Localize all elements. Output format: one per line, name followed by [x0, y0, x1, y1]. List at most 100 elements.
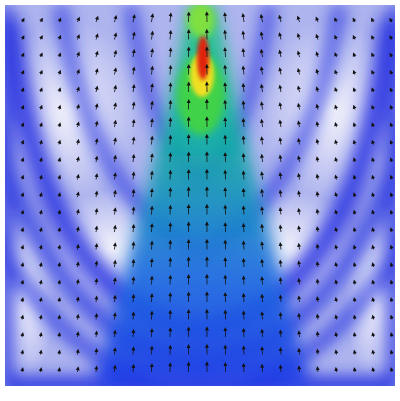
- arrow: [296, 15, 301, 23]
- arrow: [241, 47, 246, 58]
- arrow: [389, 70, 394, 75]
- arrow: [260, 223, 265, 233]
- arrow: [389, 35, 394, 40]
- arrow: [315, 121, 320, 128]
- arrow: [57, 34, 62, 40]
- arrow: [297, 365, 302, 373]
- arrow: [20, 174, 25, 180]
- arrow: [112, 294, 117, 303]
- arrow: [352, 209, 357, 215]
- arrow: [389, 17, 394, 23]
- arrow: [371, 122, 376, 128]
- arrow: [241, 170, 246, 180]
- arrow: [20, 227, 25, 233]
- arrow: [168, 134, 173, 145]
- arrow: [334, 191, 339, 198]
- arrow: [315, 278, 320, 285]
- arrow: [352, 52, 357, 58]
- arrow: [94, 120, 99, 128]
- arrow: [149, 205, 154, 215]
- arrow: [315, 68, 320, 75]
- arrow: [259, 31, 264, 40]
- arrow: [315, 33, 320, 40]
- arrow: [352, 104, 357, 110]
- arrow: [20, 332, 25, 338]
- arrow: [20, 367, 25, 373]
- arrow: [75, 331, 80, 338]
- arrow: [20, 35, 25, 40]
- arrow: [168, 117, 173, 128]
- arrow: [39, 52, 43, 58]
- arrow: [112, 364, 117, 373]
- arrow: [315, 348, 320, 355]
- arrow: [389, 104, 394, 110]
- arrow: [371, 297, 376, 303]
- arrow: [259, 101, 264, 110]
- arrow: [75, 156, 80, 163]
- arrow: [389, 157, 394, 163]
- arrow: [371, 139, 376, 145]
- arrow: [241, 240, 246, 250]
- arrow: [94, 225, 99, 233]
- arrow: [371, 349, 376, 355]
- arrow: [260, 363, 265, 373]
- arrow: [296, 33, 301, 40]
- arrow: [259, 66, 264, 75]
- arrow: [112, 347, 117, 355]
- arrow: [278, 119, 283, 128]
- arrow: [352, 174, 357, 180]
- arrow: [315, 331, 320, 338]
- arrow: [371, 314, 376, 320]
- arrow: [38, 87, 43, 93]
- arrow: [38, 262, 43, 268]
- arrow: [57, 139, 62, 145]
- arrow: [20, 139, 25, 145]
- arrow: [389, 297, 394, 303]
- arrow: [260, 258, 265, 268]
- arrow: [389, 52, 394, 58]
- arrow: [131, 206, 136, 215]
- arrow: [278, 154, 283, 163]
- arrow: [75, 121, 80, 128]
- arrow: [94, 103, 99, 110]
- arrow: [131, 49, 136, 58]
- arrow: [20, 69, 25, 75]
- arrow: [112, 329, 117, 338]
- arrow: [241, 117, 246, 128]
- arrow: [260, 153, 264, 163]
- arrow: [113, 84, 118, 93]
- arrow: [57, 262, 62, 268]
- arrow: [131, 31, 136, 40]
- arrow: [389, 349, 394, 355]
- arrow: [57, 17, 62, 23]
- arrow: [389, 87, 394, 93]
- arrow: [334, 279, 339, 285]
- arrow: [334, 209, 339, 215]
- arrow: [94, 260, 99, 268]
- arrow: [296, 50, 301, 58]
- arrow: [94, 155, 99, 163]
- arrow: [278, 67, 283, 75]
- arrow: [371, 174, 376, 180]
- arrow: [297, 295, 302, 303]
- arrow: [278, 277, 283, 285]
- arrow: [76, 51, 80, 58]
- arrow: [75, 243, 80, 250]
- arrow: [371, 17, 375, 23]
- arrow: [94, 295, 99, 303]
- arrow: [241, 205, 246, 215]
- arrow: [259, 83, 264, 93]
- arrow: [113, 32, 118, 40]
- arrow: [260, 241, 265, 250]
- heatmap: [5, 5, 395, 386]
- arrow: [241, 152, 246, 163]
- arrow: [352, 297, 357, 303]
- arrow: [94, 33, 99, 40]
- arrow: [150, 48, 155, 58]
- arrow: [315, 313, 320, 320]
- arrow: [260, 206, 265, 215]
- arrow: [38, 314, 43, 320]
- arrow: [315, 86, 320, 93]
- arrow: [352, 227, 357, 233]
- arrow: [371, 35, 375, 40]
